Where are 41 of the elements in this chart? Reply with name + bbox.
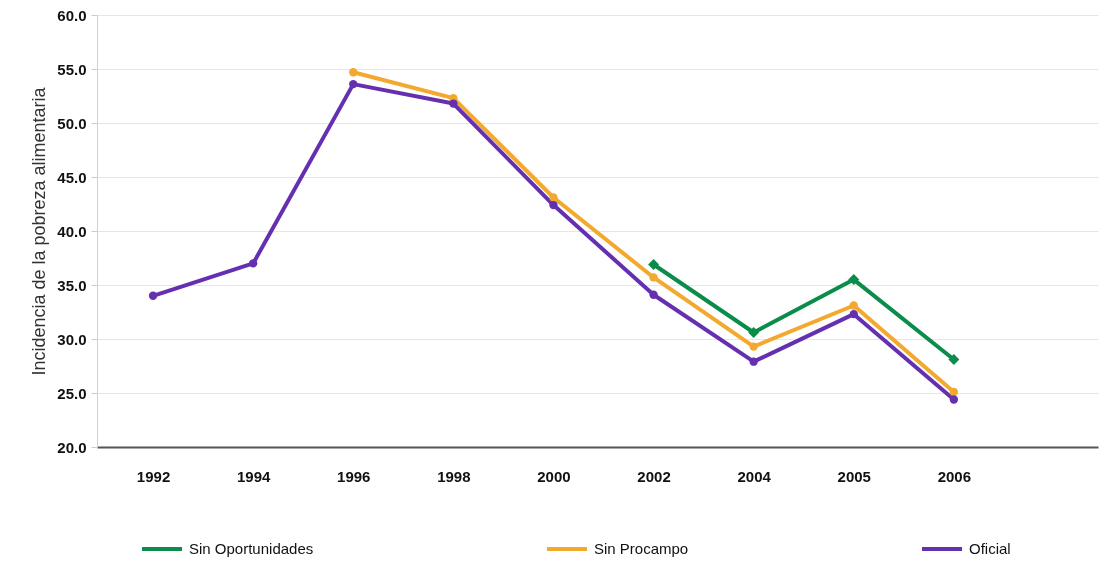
- legend-label: Sin Oportunidades: [189, 540, 314, 557]
- point: [248, 259, 258, 268]
- y-tick-label: 40.0: [57, 222, 87, 240]
- x-tick-label: 2004: [737, 467, 772, 485]
- point: [849, 301, 858, 310]
- x-tick-label: 1998: [437, 467, 471, 485]
- y-tick-label: 60.0: [57, 6, 87, 24]
- point: [848, 274, 860, 286]
- point: [649, 273, 658, 282]
- x-tick-label: 2005: [837, 467, 871, 485]
- x-tick-label: 1994: [236, 467, 271, 485]
- point: [148, 291, 158, 300]
- point: [749, 357, 758, 366]
- point: [949, 387, 959, 397]
- legend-label: Sin Procampo: [594, 540, 689, 557]
- y-tick-label: 45.0: [57, 168, 87, 186]
- point: [349, 68, 358, 77]
- x-tick-label: 1992: [136, 467, 171, 485]
- x-tick-label: 2006: [937, 467, 972, 485]
- y-tick-label: 25.0: [57, 384, 87, 402]
- point: [948, 354, 960, 365]
- legend-label: Oficial: [969, 540, 1011, 557]
- y-tick-label: 35.0: [57, 276, 87, 294]
- y-tick-label: 20.0: [57, 438, 87, 456]
- x-tick-label: 2002: [637, 467, 671, 485]
- point: [549, 193, 558, 202]
- x-tick-label: 1996: [337, 467, 371, 485]
- x-tick-label: 2000: [537, 467, 571, 485]
- point: [649, 290, 658, 299]
- y-tick-label: 30.0: [57, 330, 87, 348]
- y-tick-label: 55.0: [57, 60, 87, 78]
- point: [648, 259, 660, 270]
- point: [549, 200, 558, 210]
- point: [449, 99, 458, 108]
- point: [748, 327, 760, 338]
- point: [749, 342, 758, 351]
- y-axis-title: Incidencia de la pobreza alimentaria: [29, 86, 50, 376]
- point: [849, 309, 858, 319]
- y-tick-label: 50.0: [57, 114, 87, 132]
- point: [949, 395, 959, 404]
- point: [349, 79, 358, 89]
